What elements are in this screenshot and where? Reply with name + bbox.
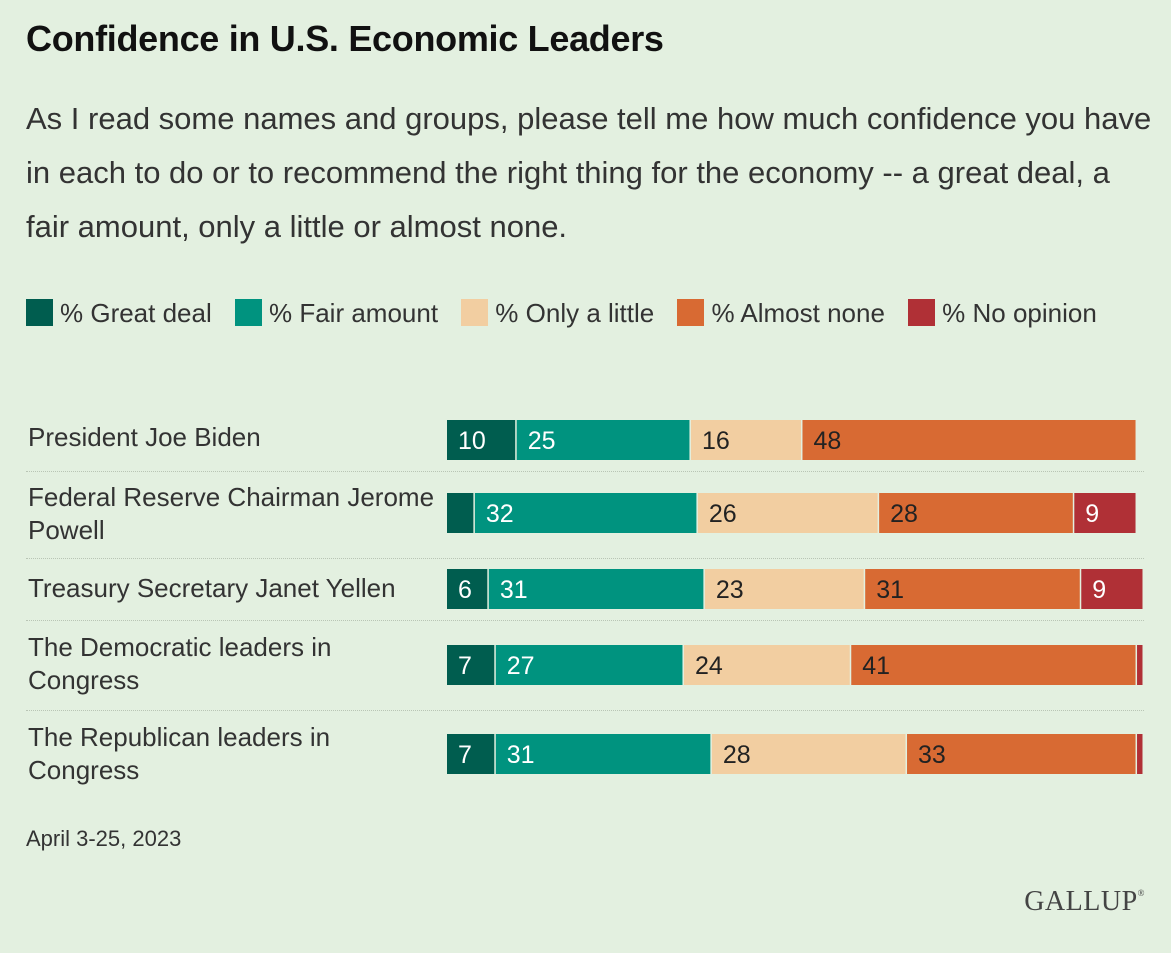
legend-swatch-almost-none: [677, 299, 705, 326]
bar-segment: [865, 569, 1080, 609]
chart-title: Confidence in U.S. Economic Leaders: [26, 18, 664, 59]
bar-value-label: 28: [723, 741, 751, 769]
category-label-yellen: Treasury Secretary Janet Yellen: [28, 573, 396, 603]
legend-item-great-deal: % Great deal: [26, 298, 212, 328]
bar-segment: [1137, 645, 1143, 685]
row-divider: [26, 471, 1144, 472]
legend-label-almost-none: % Almost none: [711, 298, 885, 328]
bar-segment: [488, 569, 704, 609]
row-divider: [26, 710, 1144, 711]
bar-value-label: 31: [500, 576, 528, 604]
legend-item-no-opinion: % No opinion: [908, 298, 1097, 328]
bar-segment: [851, 645, 1136, 685]
bar-segment: [495, 734, 711, 774]
bar-segment: [683, 645, 850, 685]
bar-segment: [690, 420, 801, 460]
row-divider: [26, 620, 1144, 621]
bar-segment: [447, 734, 495, 774]
category-label-powell: Federal Reserve Chairman Jerome Powell: [28, 482, 435, 545]
legend-item-only-a-little: % Only a little: [461, 298, 654, 328]
bar-value-label: 6: [458, 576, 472, 604]
legend-swatch-great-deal: [26, 299, 53, 326]
legend-swatch-fair-amount: [234, 299, 262, 326]
legend-item-fair-amount: % Fair amount: [234, 298, 439, 328]
legend-item-almost-none: % Almost none: [677, 298, 885, 328]
gallup-logo: GALLUP®: [1024, 886, 1145, 917]
bar-segment: [1074, 493, 1136, 533]
bar-value-label: 7: [458, 652, 472, 680]
bar-value-label: 28: [890, 500, 918, 528]
category-label-democratic-leaders: The Democratic leaders in Congress: [28, 632, 332, 695]
bar-segment: [879, 493, 1073, 533]
bar-value-label: 25: [528, 427, 556, 455]
footnote-date: April 3-25, 2023: [26, 826, 182, 851]
bar-value-label: 33: [918, 741, 946, 769]
bar-segment: [447, 493, 474, 533]
chart-subtitle: As I read some names and groups, please …: [26, 101, 1152, 244]
bar-segment: [711, 734, 906, 774]
bar-segment: [516, 420, 690, 460]
legend-swatch-no-opinion: [908, 299, 936, 326]
bar-value-label: 24: [695, 652, 723, 680]
legend: % Great deal % Fair amount % Only a litt…: [26, 294, 1126, 333]
bar-value-label: 9: [1092, 576, 1106, 604]
bar-segment: [1137, 734, 1143, 774]
bar-segment: [447, 645, 495, 685]
bar-segment: [495, 645, 683, 685]
legend-swatch-only-a-little: [461, 299, 489, 326]
bar-value-label: 10: [458, 427, 486, 455]
bar-value-label: 7: [458, 741, 472, 769]
bar-value-label: 27: [507, 652, 535, 680]
bar-value-label: 23: [716, 576, 744, 604]
bar-value-label: 16: [702, 427, 730, 455]
bar-segment: [802, 420, 1136, 460]
legend-label-only-a-little: % Only a little: [495, 298, 655, 328]
row-divider: [26, 558, 1144, 559]
bar-value-label: 26: [709, 500, 737, 528]
bar-segment: [1081, 569, 1143, 609]
bar-value-label: 9: [1085, 500, 1099, 528]
legend-label-great-deal: % Great deal: [60, 298, 212, 328]
bar-segment: [697, 493, 878, 533]
bar-value-label: 41: [862, 652, 890, 680]
bar-value-label: 48: [813, 427, 841, 455]
bar-segment: [704, 569, 864, 609]
category-label-republican-leaders: The Republican leaders in Congress: [28, 722, 331, 785]
bar-value-label: 31: [507, 741, 535, 769]
legend-label-no-opinion: % No opinion: [942, 298, 1097, 328]
category-label-biden: President Joe Biden: [28, 422, 261, 452]
bar-segment: [907, 734, 1136, 774]
bar-value-label: 32: [486, 500, 514, 528]
bar-segment: [447, 420, 516, 460]
bar-segment: [474, 493, 697, 533]
legend-label-fair-amount: % Fair amount: [268, 298, 439, 328]
bar-segment: [447, 569, 488, 609]
bar-value-label: 31: [876, 576, 904, 604]
